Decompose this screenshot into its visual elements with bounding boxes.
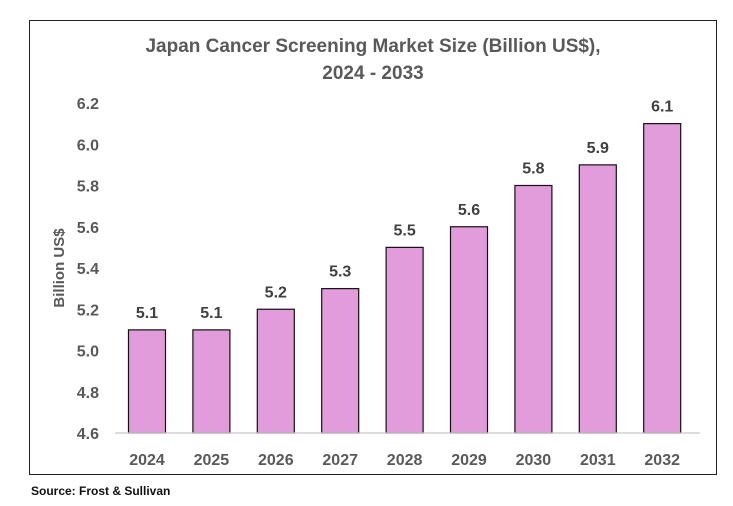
bar [643,123,682,434]
y-tick-label: 4.8 [77,385,99,402]
y-tick-label: 5.0 [77,344,99,361]
data-label: 5.2 [265,284,287,301]
data-label: 5.5 [393,222,415,239]
x-tick-label: 2030 [516,452,552,469]
bar [385,246,424,434]
bar [256,308,295,434]
chart-title-line: 2024 - 2033 [322,63,423,84]
y-tick-label: 6.0 [77,137,99,154]
chart-frame [29,20,717,475]
bar [449,226,489,434]
chart-title-line: Japan Cancer Screening Market Size (Bill… [145,36,600,57]
bar [321,288,360,434]
x-tick-label: 2028 [387,452,423,469]
bar [127,329,167,434]
y-tick-label: 4.6 [77,426,99,443]
bar [578,164,617,434]
data-label: 5.1 [136,305,158,322]
source-note: Source: Frost & Sullivan [31,484,171,498]
data-label: 6.1 [651,99,673,116]
y-tick-label: 5.4 [77,261,99,278]
data-label: 5.9 [587,140,609,157]
bar [192,329,231,434]
bar [514,184,553,434]
data-label: 5.6 [458,202,480,219]
x-tick-label: 2029 [451,452,487,469]
y-tick-label: 5.6 [77,220,99,237]
x-tick-label: 2026 [258,452,294,469]
y-tick-label: 6.2 [77,96,99,113]
x-tick-label: 2024 [129,452,165,469]
data-label: 5.3 [329,264,351,281]
data-label: 5.8 [522,161,544,178]
x-tick-label: 2031 [580,452,616,469]
y-tick-label: 5.8 [77,179,99,196]
y-axis-label: Billion US$ [51,228,68,308]
y-tick-label: 5.2 [77,302,99,319]
data-label: 5.1 [200,305,222,322]
x-tick-label: 2025 [194,452,230,469]
x-tick-label: 2032 [644,452,680,469]
x-tick-label: 2027 [322,452,358,469]
